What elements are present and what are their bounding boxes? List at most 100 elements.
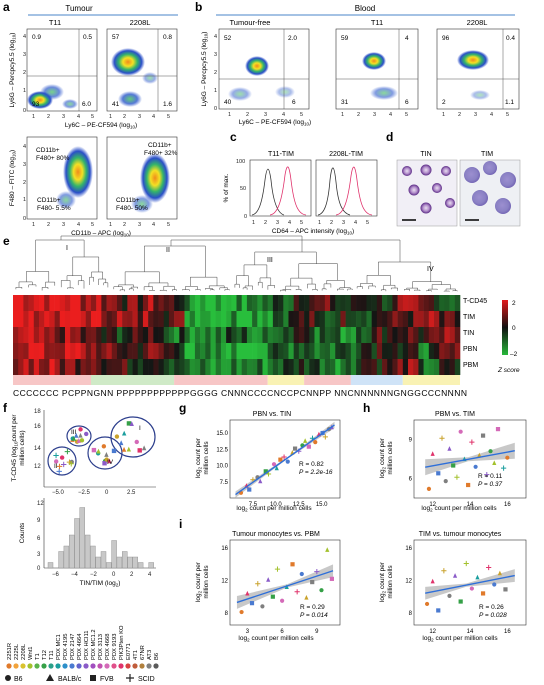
dendrogram-branch [195, 289, 201, 291]
legend-swatch [132, 663, 138, 669]
legend-swatch [111, 663, 117, 669]
heatmap-cell [392, 343, 398, 359]
svg-text:−2: −2 [90, 572, 98, 578]
heatmap-cell [38, 343, 45, 359]
heatmap-cell [33, 359, 40, 375]
gate-label: CD11b+ [36, 147, 60, 154]
heatmap-cell [44, 343, 50, 359]
panel-b-flow-1: 52 2.0 40 6 [218, 28, 310, 110]
data-point [137, 448, 142, 453]
legend-label: AT3 [147, 650, 153, 660]
colorbar-tick: 2 [512, 300, 516, 307]
y-tick-label: 12 [405, 578, 412, 584]
svg-text:4: 4 [77, 114, 80, 120]
cluster-label-III: III [267, 257, 273, 264]
heatmap-cell [309, 311, 315, 327]
histogram-bar [111, 540, 117, 569]
x-tick-label: 9 [315, 629, 319, 635]
panel-a-header: Tumour [65, 4, 93, 13]
heatmap-cell [361, 343, 367, 359]
data-point [91, 447, 97, 453]
quad-ll: 93 [32, 101, 40, 108]
panel-b-flow-2: 59 4 31 6 [335, 28, 419, 110]
panel-g-label: g [179, 401, 186, 415]
panel-i-left-title: Tumour monocytes vs. PBM [232, 531, 320, 538]
svg-text:12: 12 [34, 464, 41, 470]
heatmap-cell [423, 343, 430, 359]
data-point [111, 448, 117, 454]
dendrogram-branch [208, 285, 225, 289]
y-tick-label: 15.0 [216, 431, 228, 437]
histogram-bar [79, 507, 86, 569]
heatmap-cell [54, 343, 61, 359]
model-letter-row: CCCCCCC PCPPNGNN PPPPPPPPPPPPGGGG CNNNCC… [13, 388, 467, 398]
heatmap-cell [122, 343, 128, 359]
svg-text:1: 1 [109, 222, 112, 228]
heatmap-cell [402, 343, 409, 359]
panel-g-ylabel-2: million cells [203, 441, 210, 475]
svg-text:−4: −4 [71, 572, 79, 578]
gate-label: F480- 50% [116, 205, 148, 212]
svg-text:1: 1 [214, 88, 217, 94]
heatmap-cell [278, 311, 284, 327]
heatmap-cell [142, 343, 149, 359]
panel-d-label: d [386, 130, 393, 144]
heatmap-cell [59, 343, 66, 359]
data-point [319, 588, 324, 593]
dendrogram-branch [113, 286, 123, 290]
histogram-bar [116, 556, 123, 569]
heatmap-cell [64, 343, 71, 359]
panel-c-xlabel: CD64 – APC intensity (log10) [272, 228, 354, 236]
regression-line [425, 450, 515, 468]
heatmap-cell [288, 311, 294, 327]
quad-lr: 6.0 [82, 101, 91, 108]
svg-text:4: 4 [23, 144, 26, 150]
legend-swatch [27, 663, 33, 669]
svg-text:5: 5 [91, 222, 94, 228]
heatmap-cell [116, 327, 123, 343]
heatmap-cell [28, 343, 35, 359]
panel-a-col-2: 2208L [130, 18, 151, 27]
panel-h-title: PBM vs. TIM [435, 411, 475, 418]
svg-text:5: 5 [167, 222, 170, 228]
panel-b-flow-3: 96 0.4 2 1.1 [436, 28, 520, 110]
heatmap-cell [413, 311, 419, 327]
heatmap-cell [153, 343, 159, 359]
regression-line [236, 570, 334, 604]
dendrogram-branch [41, 287, 49, 291]
dendrogram-branch [366, 275, 391, 286]
panel-h-plot: 12 14 16 6 9 [409, 419, 527, 508]
data-point [313, 440, 318, 445]
heatmap-cell [397, 311, 404, 327]
dendrogram-branch [282, 289, 292, 291]
heatmap-cell [174, 311, 180, 327]
x-tick-label: 14 [467, 629, 474, 635]
legend-label: 2225L [14, 643, 20, 660]
quad-ul: 52 [224, 35, 232, 42]
heatmap-cell [361, 311, 367, 327]
panel-f-histogram [43, 498, 156, 569]
heatmap-cell [49, 327, 55, 343]
heatmap-cell [345, 311, 352, 327]
heatmap-cell [309, 343, 315, 359]
dendrogram-branch [18, 281, 33, 288]
gate-label: CD11b+ [116, 197, 140, 204]
heatmap-cell [283, 295, 289, 311]
svg-text:3: 3 [373, 112, 376, 118]
heatmap-cell [324, 311, 331, 327]
legend-swatch [69, 663, 75, 669]
panel-c-col-2: 2208L-TIM [329, 151, 363, 158]
quad-ul: 57 [112, 34, 120, 41]
heatmap-cell [288, 327, 294, 343]
colorbar-tick: 0 [512, 325, 516, 332]
panel-h-label: h [363, 401, 370, 415]
data-point [260, 604, 265, 609]
cluster-label-IV: IV [427, 266, 434, 273]
dendrogram-branch [26, 271, 50, 283]
heatmap-cell [319, 343, 326, 359]
heatmap-cell [304, 311, 310, 327]
heatmap-cell [80, 359, 87, 375]
heatmap-cell [127, 343, 133, 359]
